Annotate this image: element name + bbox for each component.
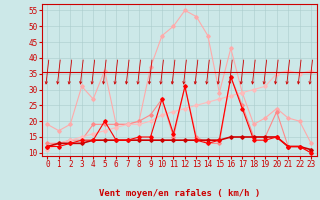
X-axis label: Vent moyen/en rafales ( km/h ): Vent moyen/en rafales ( km/h ) xyxy=(99,189,260,198)
